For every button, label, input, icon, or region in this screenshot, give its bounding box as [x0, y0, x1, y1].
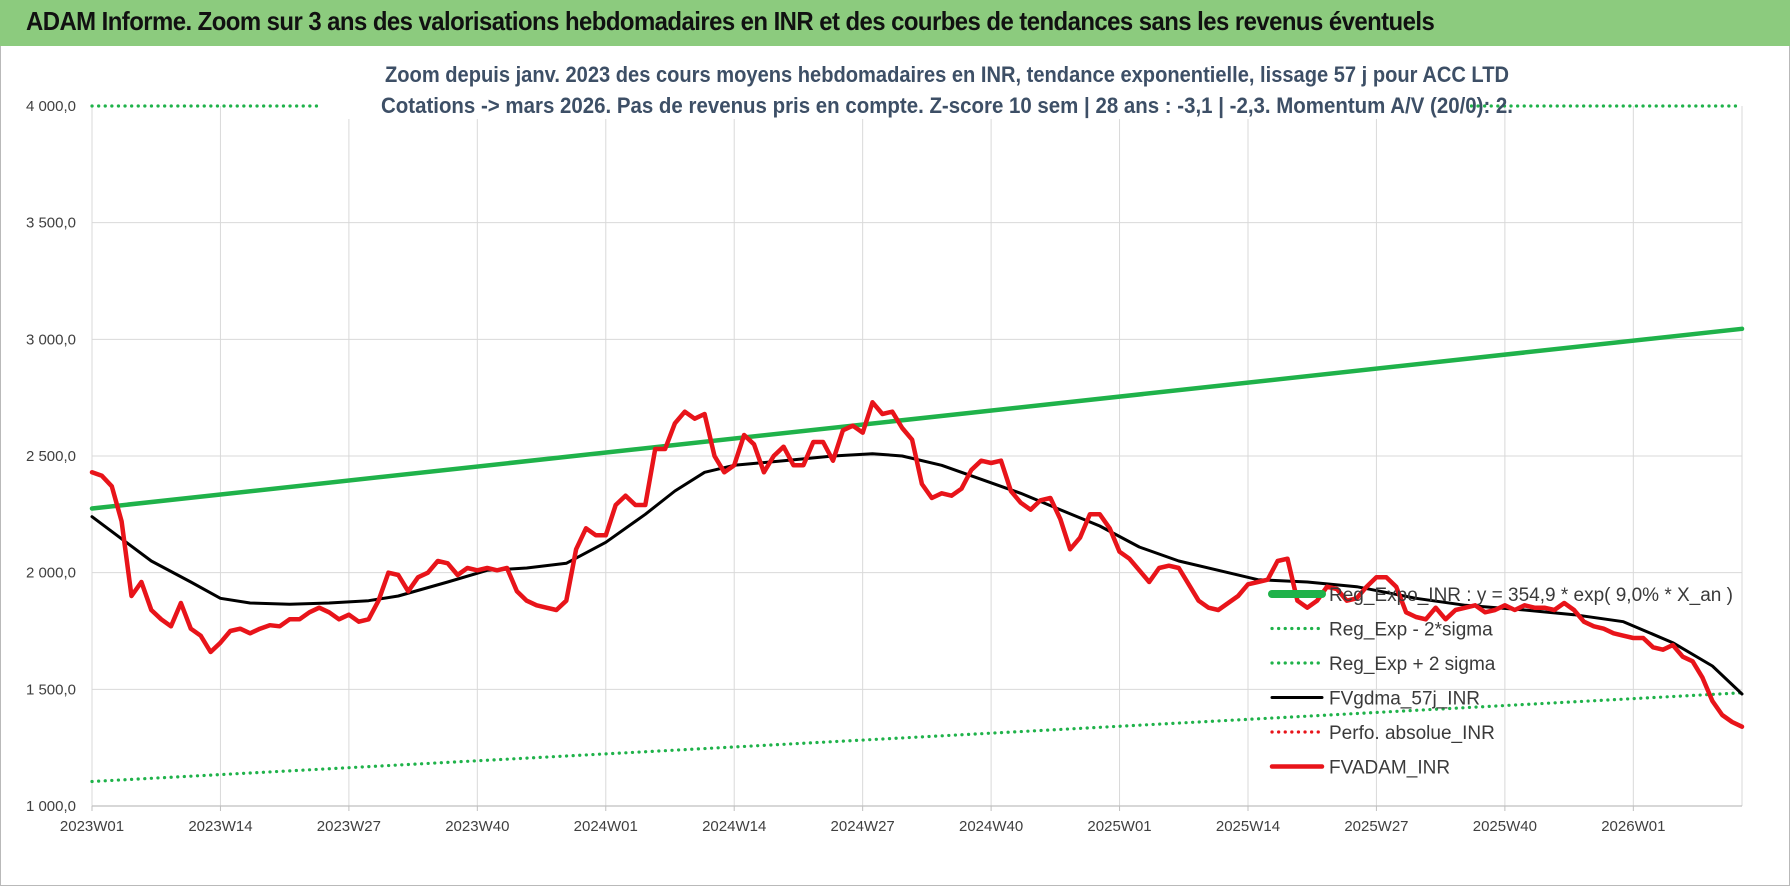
legend: Reg_Expo_INR : y = 354,9 * exp( 9,0% * X… — [1268, 585, 1733, 779]
legend-label: Reg_Exp + 2 sigma — [1329, 654, 1496, 675]
title-banner: ADAM Informe. Zoom sur 3 ans des valoris… — [0, 0, 1790, 46]
legend-label: Reg_Exp - 2*sigma — [1329, 620, 1493, 641]
x-tick-label: 2023W14 — [188, 818, 252, 835]
y-tick-label: 3 000,0 — [26, 331, 76, 348]
series-line-0 — [89, 326, 1745, 511]
y-tick-label: 3 500,0 — [26, 215, 76, 232]
y-tick-label: 4 000,0 — [26, 98, 76, 115]
x-tick-label: 2023W01 — [60, 818, 124, 835]
legend-label: Reg_Expo_INR : y = 354,9 * exp( 9,0% * X… — [1329, 585, 1733, 606]
x-tick-label: 2025W01 — [1087, 818, 1151, 835]
y-tick-label: 2 500,0 — [26, 448, 76, 465]
line-chart: 1 000,0 1 500,0 2 000,0 2 500,0 3 000,0 3 500… — [26, 58, 1745, 835]
chart-subtitle: Zoom depuis janv. 2023 des cours moyens … — [320, 58, 1513, 119]
y-tick-label: 1 000,0 — [26, 798, 76, 815]
legend-label: FVADAM_INR — [1329, 758, 1450, 779]
series-line-1 — [90, 691, 1744, 784]
x-tick-label: 2023W27 — [317, 818, 381, 835]
x-tick-label: 2024W14 — [702, 818, 766, 835]
subtitle-backdrop — [320, 58, 1470, 88]
y-tick-label: 1 500,0 — [26, 681, 76, 698]
x-tick-label: 2023W40 — [445, 818, 509, 835]
x-tick-label: 2024W40 — [959, 818, 1023, 835]
axes: 1 000,0 1 500,0 2 000,0 2 500,0 3 000,0 3 500… — [26, 98, 1742, 835]
legend-label: Perfo. absolue_INR — [1329, 723, 1495, 744]
chart-subtitle-line: Cotations -> mars 2026. Pas de revenus p… — [381, 93, 1513, 118]
series-line-5 — [89, 400, 1745, 729]
series-line-3 — [90, 452, 1744, 696]
y-tick-label: 2 000,0 — [26, 565, 76, 582]
chart-subtitle-line: Zoom depuis janv. 2023 des cours moyens … — [385, 62, 1509, 87]
subtitle-backdrop — [320, 89, 1470, 119]
x-tick-label: 2026W01 — [1601, 818, 1665, 835]
legend-label: FVgdma_57j_INR — [1329, 689, 1480, 710]
banner-title: ADAM Informe. Zoom sur 3 ans des valoris… — [26, 6, 1435, 36]
x-tick-label: 2025W40 — [1473, 818, 1537, 835]
x-tick-label: 2025W14 — [1216, 818, 1280, 835]
grid — [91, 106, 1743, 806]
series-lines — [89, 104, 1745, 784]
x-tick-label: 2024W27 — [831, 818, 895, 835]
x-tick-label: 2025W27 — [1344, 818, 1408, 835]
x-tick-label: 2024W01 — [574, 818, 638, 835]
